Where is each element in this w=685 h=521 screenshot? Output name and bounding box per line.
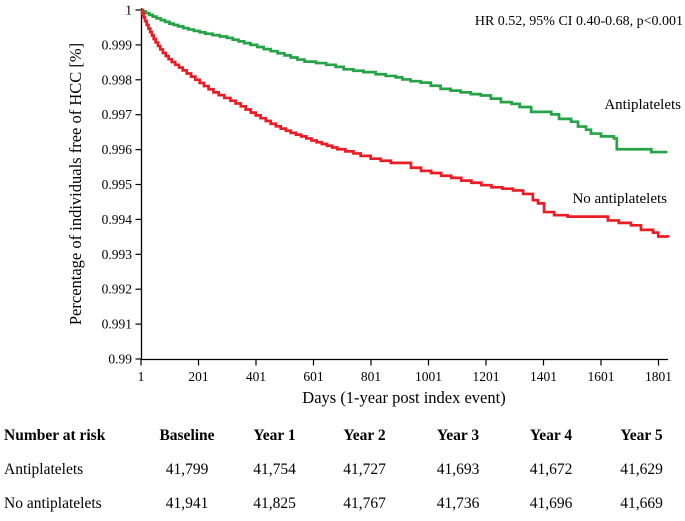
- risk-row-label: No antiplatelets: [4, 495, 102, 512]
- y-tick-label: 1: [125, 3, 132, 18]
- y-tick-label: 0.999: [102, 37, 133, 52]
- risk-table-row: No antiplatelets 41,941 41,825 41,767 41,736…: [0, 487, 685, 521]
- risk-value: 41,736: [436, 495, 480, 512]
- curve-label-antiplatelets: Antiplatelets: [604, 97, 681, 113]
- risk-value: 41,727: [343, 461, 386, 478]
- risk-value: 41,693: [436, 461, 480, 478]
- x-tick-label: 801: [361, 369, 381, 384]
- hr-annotation: HR 0.52, 95% CI 0.40-0.68, p<0.001: [475, 14, 683, 29]
- curve-antiplatelets: [141, 8, 668, 154]
- y-tick-label: 0.992: [102, 282, 132, 297]
- x-tick-label: 1601: [588, 369, 615, 384]
- curve-no-antiplatelets: [140, 8, 670, 238]
- x-tick-label: 1001: [415, 369, 442, 384]
- x-tick-label: 1801: [645, 369, 672, 384]
- curve-label-no-antiplatelets: No antiplatelets: [572, 191, 667, 207]
- risk-value: 41,754: [253, 461, 296, 478]
- risk-value: 41,629: [620, 461, 663, 478]
- risk-value: 41,696: [529, 495, 573, 512]
- x-tick-label: 201: [188, 369, 208, 384]
- survival-chart: 1 0.999 0.998 0.997 0.996 0.995 0.994 0.993 0.99…: [66, 3, 683, 408]
- x-tick-label: 1201: [473, 369, 500, 384]
- y-tick-label: 0.995: [102, 177, 133, 192]
- x-tick-label: 1401: [530, 369, 557, 384]
- x-axis-title: Days (1-year post index event): [302, 388, 505, 407]
- risk-col-header: Year 2: [343, 427, 386, 444]
- y-tick-label: 0.998: [102, 72, 133, 87]
- risk-col-header: Year 3: [436, 427, 480, 444]
- x-tick-label: 1: [138, 369, 145, 384]
- risk-col-header: Year 4: [529, 427, 573, 444]
- y-tick-label: 0.996: [102, 142, 133, 157]
- risk-table-header-row: Number at risk Baseline Year 1 Year 2 Year 3…: [0, 419, 685, 453]
- risk-table-title: Number at risk: [4, 427, 106, 444]
- risk-col-header: Year 5: [620, 427, 663, 444]
- risk-value: 41,767: [343, 495, 386, 512]
- y-tick-label: 0.991: [102, 317, 132, 332]
- y-tick-label: 0.997: [102, 107, 133, 122]
- risk-row-label: Antiplatelets: [4, 461, 84, 478]
- risk-value: 41,941: [165, 495, 209, 512]
- y-axis-title: Percentage of individuals free of HCC [%…: [66, 43, 85, 325]
- risk-value: 41,799: [165, 461, 209, 478]
- risk-col-header: Baseline: [159, 427, 215, 444]
- risk-value: 41,825: [253, 495, 296, 512]
- y-tick-label: 0.99: [108, 352, 132, 367]
- x-tick-label: 401: [246, 369, 266, 384]
- y-tick-label: 0.994: [102, 212, 133, 227]
- risk-col-header: Year 1: [253, 427, 296, 444]
- risk-table-row: Antiplatelets 41,799 41,754 41,727 41,693 41,…: [0, 453, 685, 487]
- x-tick-label: 601: [303, 369, 323, 384]
- y-tick-label: 0.993: [102, 247, 133, 262]
- risk-value: 41,672: [529, 461, 573, 478]
- number-at-risk-table: Number at risk Baseline Year 1 Year 2 Year 3…: [0, 412, 685, 521]
- risk-value: 41,669: [620, 495, 663, 512]
